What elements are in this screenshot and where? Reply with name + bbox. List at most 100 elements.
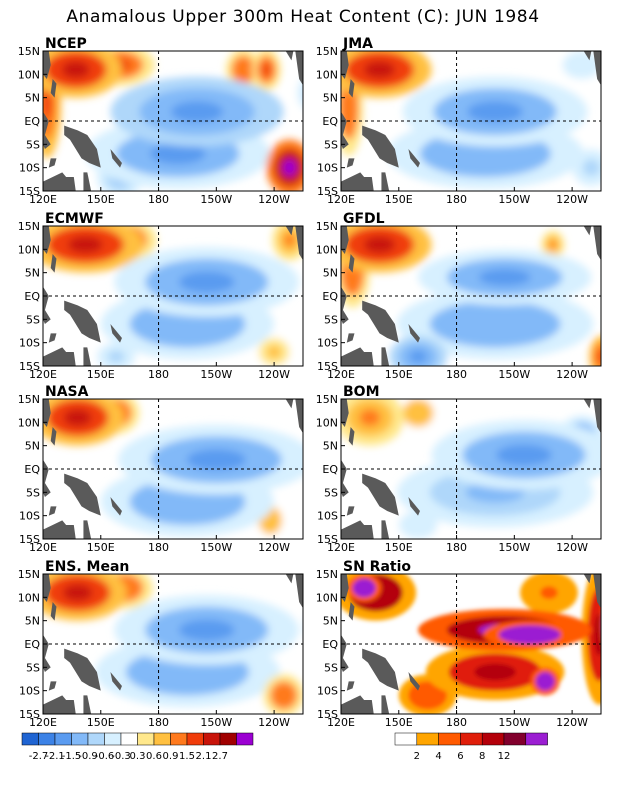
philippines-landmass xyxy=(43,399,51,427)
x-tick-label: 150W xyxy=(200,716,232,729)
sn-colorbar-swatch xyxy=(394,732,418,746)
solomon-islands xyxy=(408,497,420,516)
mexico-landmass xyxy=(583,226,592,236)
x-tick-label: 120W xyxy=(258,193,290,206)
mexico-landmass xyxy=(583,51,592,61)
x-tick-label: 150W xyxy=(498,193,530,206)
y-tick-label: 10N xyxy=(316,68,338,81)
panel-jma-field xyxy=(341,51,601,191)
y-tick-label: EQ xyxy=(24,290,40,303)
x-tick-label: 180 xyxy=(446,368,467,381)
y-tick-label: 15S xyxy=(19,185,40,198)
y-tick-label: 10N xyxy=(18,68,40,81)
y-tick-label: 15S xyxy=(317,185,338,198)
cape-york-landmass xyxy=(83,347,92,366)
anomaly-colorbar-label: -0.3 xyxy=(111,751,131,762)
philippines-landmass xyxy=(43,51,51,79)
y-tick-label: 5S xyxy=(324,313,338,326)
x-tick-label: 120W xyxy=(258,716,290,729)
field-core xyxy=(593,613,601,656)
field-core xyxy=(363,236,396,254)
y-tick-label: 10S xyxy=(19,685,40,698)
y-tick-label: 5N xyxy=(25,92,40,105)
cape-york-landmass xyxy=(83,695,92,714)
new-guinea-landmass xyxy=(362,125,399,168)
philippines-landmass xyxy=(43,574,51,602)
sn-colorbar-label: 12 xyxy=(498,751,511,762)
field-core xyxy=(597,350,601,363)
y-tick-label: 10N xyxy=(316,416,338,429)
cape-york-landmass xyxy=(381,172,390,191)
panel-bom: 120E 150E 180 150W 120W 15N 10N 5N EQ 5S 10S 15S BOM xyxy=(316,384,602,554)
y-tick-label: 15S xyxy=(317,360,338,373)
field-core xyxy=(284,233,295,247)
americas-landmass xyxy=(593,574,601,714)
y-tick-label: EQ xyxy=(24,463,40,476)
anomaly-colorbar-swatch xyxy=(21,732,39,746)
y-tick-label: 15N xyxy=(18,568,40,581)
sn-colorbar-swatch xyxy=(481,732,505,746)
y-tick-label: 10S xyxy=(19,510,40,523)
mindanao-landmass xyxy=(50,79,57,98)
field-core xyxy=(62,584,93,602)
x-tick-label: 120E xyxy=(327,193,355,206)
x-tick-label: 150E xyxy=(87,716,115,729)
y-tick-label: 10S xyxy=(19,337,40,350)
mindanao-landmass xyxy=(348,602,355,621)
americas-landmass xyxy=(593,399,601,539)
new-guinea-landmass xyxy=(362,300,399,343)
field-core xyxy=(515,630,544,639)
panels: 120E 150E 180 150W 120W 15N 10N 5N EQ 5S 10S 15S NCE… xyxy=(18,36,602,729)
anomaly-colorbar: -2.7-2.1-1.5-0.9-0.6-0.30.3 0.6 0.9 1.5 2.1 2… xyxy=(21,732,254,762)
australia-landmass xyxy=(341,172,374,191)
field-core xyxy=(573,58,591,72)
anomaly-colorbar-swatch xyxy=(203,732,221,746)
y-tick-label: 10S xyxy=(19,162,40,175)
cape-york-landmass xyxy=(83,172,92,191)
x-tick-label: 120E xyxy=(327,541,355,554)
mexico-landmass xyxy=(285,51,294,61)
y-tick-label: 10N xyxy=(18,591,40,604)
new-guinea-landmass xyxy=(362,648,399,691)
anomaly-colorbar-swatch xyxy=(186,732,204,746)
x-tick-label: 120W xyxy=(258,368,290,381)
field-core xyxy=(359,409,381,427)
field-core xyxy=(68,236,103,254)
y-tick-label: EQ xyxy=(322,638,338,651)
x-tick-label: 120W xyxy=(556,368,588,381)
field-core xyxy=(363,61,396,79)
y-tick-label: 15N xyxy=(18,45,40,58)
field-core xyxy=(150,143,206,165)
australia-landmass xyxy=(341,695,374,714)
anomaly-colorbar-swatch xyxy=(104,732,122,746)
x-tick-label: 180 xyxy=(446,193,467,206)
y-tick-label: 10N xyxy=(316,243,338,256)
cape-york-landmass xyxy=(381,695,390,714)
panel-title-nasa: NASA xyxy=(45,384,89,400)
panel-ncep: 120E 150E 180 150W 120W 15N 10N 5N EQ 5S 10S 15S NCE… xyxy=(18,36,304,206)
mindanao-landmass xyxy=(348,79,355,98)
field-core xyxy=(409,518,427,532)
anomaly-colorbar-label: 2.1 xyxy=(196,751,212,762)
field-core xyxy=(540,677,550,686)
field-core xyxy=(478,268,531,286)
y-tick-label: 15S xyxy=(19,360,40,373)
x-tick-label: 150W xyxy=(498,716,530,729)
field-core xyxy=(311,447,321,464)
americas-landmass xyxy=(593,226,601,366)
panel-ens-field xyxy=(43,574,303,714)
y-tick-label: 5S xyxy=(324,138,338,151)
y-tick-label: 15N xyxy=(18,220,40,233)
y-tick-label: 5S xyxy=(26,486,40,499)
x-tick-label: 180 xyxy=(148,541,169,554)
solomon-islands xyxy=(110,324,122,343)
y-tick-label: 15S xyxy=(19,708,40,721)
x-tick-label: 180 xyxy=(148,368,169,381)
australia-landmass xyxy=(43,695,76,714)
x-tick-label: 150W xyxy=(200,541,232,554)
x-tick-label: 120W xyxy=(258,541,290,554)
x-tick-label: 150E xyxy=(385,193,413,206)
timor-landmass xyxy=(48,333,57,343)
panel-nasa-field xyxy=(43,399,321,539)
philippines-landmass xyxy=(341,399,349,427)
